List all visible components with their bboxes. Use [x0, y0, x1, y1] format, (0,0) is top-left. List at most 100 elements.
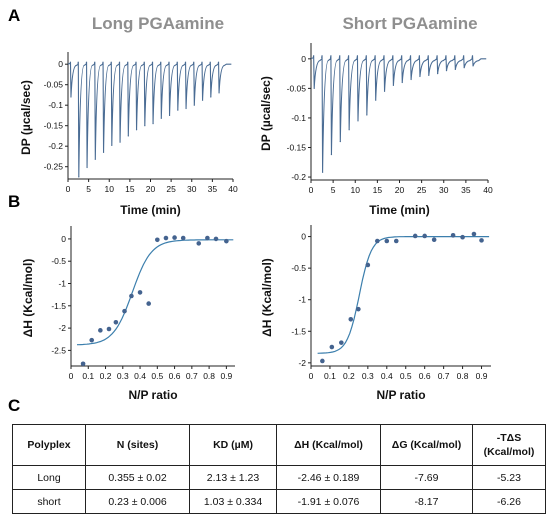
y-axis-title: DP (µcal/sec) — [19, 80, 33, 155]
y-tick-label: -0.05 — [44, 80, 64, 90]
header-kd: KD (µM) — [189, 424, 277, 466]
y-tick-label: -0.5 — [51, 256, 66, 266]
injection-peak — [160, 117, 162, 119]
header-polyplex: Polyplex — [12, 424, 86, 466]
injection-peak — [357, 120, 359, 122]
thermodynamics-table: Polyplex N (sites) KD (µM) ΔH (Kcal/mol)… — [12, 424, 546, 514]
cell-kd: 1.03 ± 0.334 — [189, 489, 277, 514]
data-point — [80, 361, 86, 367]
x-tick-label: 0.9 — [476, 371, 488, 381]
injection-peak — [330, 153, 333, 156]
injection-peak — [177, 109, 179, 111]
x-tick-label: 30 — [187, 184, 197, 194]
chart-long-thermogram: Long PGAamine 0 5 10 15 20 25 30 35 40 0 -0.05 -0.1 -… — [19, 14, 238, 217]
y-tick-label: 0 — [61, 234, 66, 244]
x-tick-label: 0.1 — [324, 371, 336, 381]
injection-peak — [463, 67, 465, 69]
x-tick-label: 0.5 — [400, 371, 412, 381]
x-tick-label: 0.4 — [134, 371, 146, 381]
chart-long-binding-isotherm: 0 0.1 0.2 0.3 0.4 0.5 0.6 0.7 0.8 0.9 0 -0.5 -1 -1.5 -… — [21, 226, 235, 402]
panel-label-b: B — [8, 192, 20, 211]
chart-short-thermogram: Short PGAamine 0 5 10 15 20 25 30 35 40 0 -0.05 -0.1… — [259, 14, 493, 217]
injection-peak — [94, 158, 96, 160]
data-point — [137, 290, 143, 295]
x-tick-label: 0.7 — [186, 371, 198, 381]
injection-peak — [144, 125, 146, 127]
injection-peak — [375, 99, 377, 101]
x-axis-title: Time (min) — [369, 203, 429, 217]
cell-kd: 2.13 ± 1.23 — [189, 465, 277, 490]
x-tick-label: 20 — [146, 184, 156, 194]
x-tick-label: 0.6 — [419, 371, 431, 381]
x-tick-label: 10 — [105, 184, 115, 194]
data-point — [213, 236, 219, 242]
injection-peak — [445, 70, 448, 72]
data-point — [163, 235, 169, 241]
x-tick-label: 0.2 — [100, 371, 112, 381]
data-point — [393, 238, 399, 244]
x-tick-label: 5 — [86, 184, 91, 194]
x-tick-label: 15 — [373, 185, 383, 195]
x-tick-label: 0.2 — [343, 371, 355, 381]
injection-peak — [410, 78, 412, 81]
y-axis-title: ΔH (Kcal/mol) — [260, 258, 274, 337]
x-tick-label: 35 — [461, 185, 471, 195]
header-delta-h: ΔH (Kcal/mol) — [276, 424, 381, 466]
x-axis-title: N/P ratio — [376, 388, 425, 402]
data-point — [450, 233, 456, 238]
data-point — [172, 235, 177, 240]
y-axis-title: DP (µcal/sec) — [259, 76, 273, 151]
injection-peak — [348, 129, 350, 131]
data-point — [224, 238, 229, 244]
data-point — [460, 234, 465, 240]
y-tick-label: -0.1 — [291, 113, 306, 123]
cell-t-delta-s: -5.23 — [472, 465, 546, 490]
y-tick-label: -0.2 — [291, 172, 306, 182]
x-tick-label: 0 — [69, 371, 74, 381]
injection-peak — [313, 87, 315, 89]
data-point — [431, 237, 437, 243]
data-point — [129, 293, 134, 299]
injection-peak — [102, 151, 105, 153]
data-point — [122, 308, 127, 314]
data-point — [155, 237, 160, 243]
data-point — [205, 235, 210, 241]
data-point — [339, 340, 344, 345]
injection-peak — [86, 166, 88, 169]
x-tick-label: 25 — [417, 185, 427, 195]
injection-peak — [366, 114, 368, 116]
y-tick-label: -0.5 — [291, 263, 306, 273]
injection-peak — [78, 176, 80, 178]
x-tick-label: 0.4 — [381, 371, 393, 381]
x-tick-label: 0.5 — [151, 371, 163, 381]
header-t-delta-s: -TΔS (Kcal/mol) — [472, 424, 546, 466]
data-point — [196, 241, 202, 246]
data-point — [375, 238, 380, 244]
injection-peak — [168, 114, 171, 117]
y-tick-label: -1 — [298, 295, 306, 305]
injection-peak — [152, 123, 154, 125]
injection-peak — [135, 129, 138, 131]
data-point — [329, 344, 335, 350]
x-tick-label: 40 — [228, 184, 238, 194]
x-tick-label: 0.3 — [362, 371, 374, 381]
data-point — [348, 316, 354, 322]
table-row: short 0.23 ± 0.006 1.03 ± 0.334 -1.91 ± … — [12, 489, 546, 514]
x-tick-label: 30 — [439, 185, 449, 195]
y-tick-label: -1.5 — [291, 326, 306, 336]
injection-peak — [419, 75, 421, 78]
x-tick-label: 0.1 — [82, 371, 94, 381]
x-tick-label: 15 — [125, 184, 135, 194]
y-tick-label: -0.25 — [44, 162, 64, 172]
injection-peak — [119, 141, 121, 143]
injection-peak — [127, 135, 129, 137]
x-tick-label: 0.3 — [117, 371, 129, 381]
x-tick-label: 0.6 — [169, 371, 181, 381]
y-tick-label: -0.1 — [48, 100, 63, 110]
chart-short-binding-isotherm: 0 0.1 0.2 0.3 0.4 0.5 0.6 0.7 0.8 0.9 0 -0.5 -1 -1.5 -… — [260, 225, 491, 402]
data-point — [89, 337, 95, 343]
injection-peak — [437, 73, 439, 75]
data-point — [356, 306, 361, 312]
x-tick-label: 0.8 — [457, 371, 469, 381]
panel-label-a: A — [8, 6, 20, 25]
